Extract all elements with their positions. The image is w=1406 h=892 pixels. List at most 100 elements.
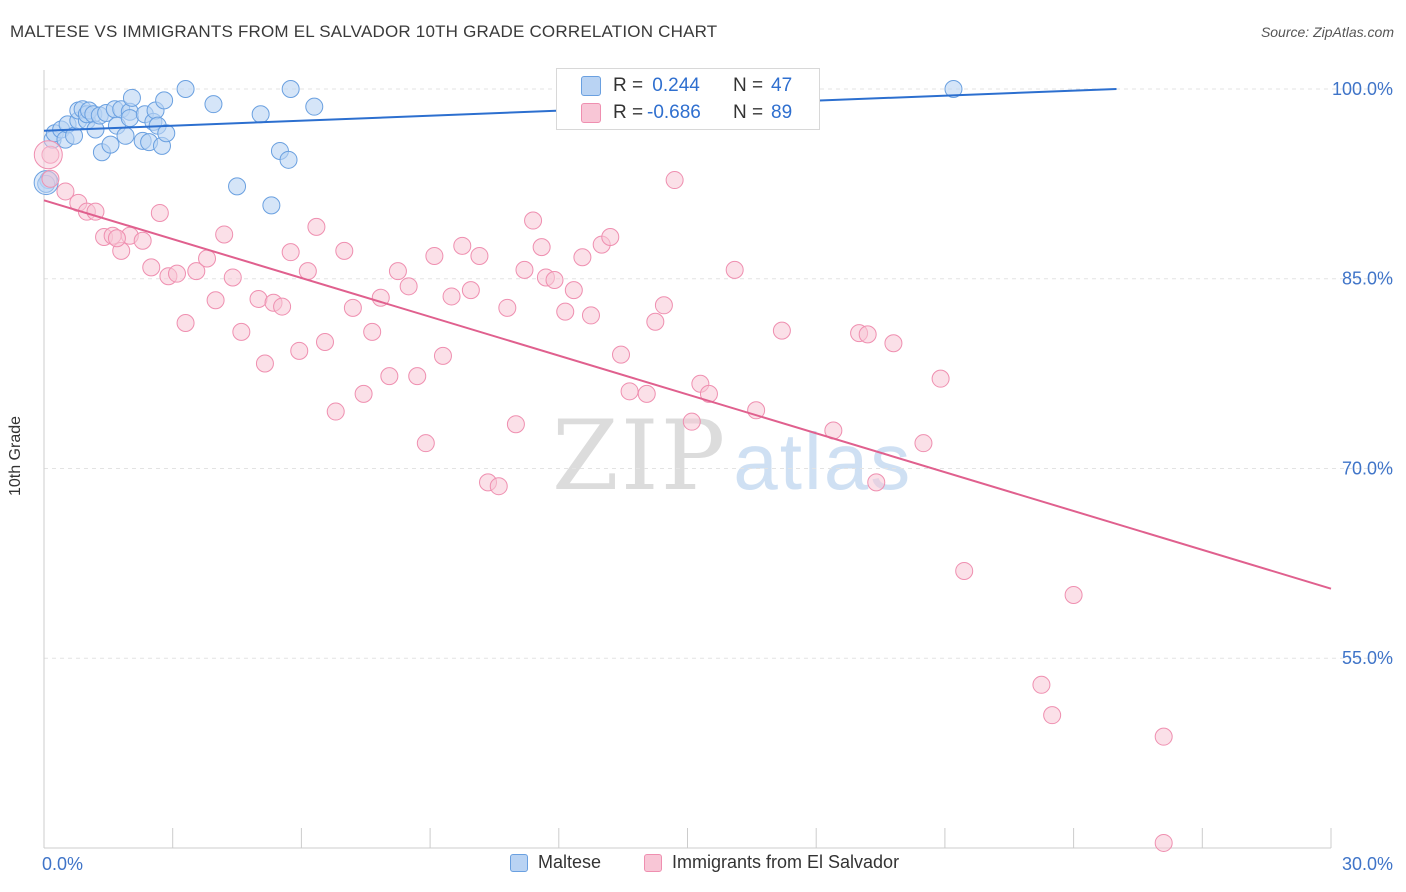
legend-item-maltese[interactable]: Maltese (510, 852, 601, 873)
n-value: 47 (771, 75, 793, 96)
n-label: N = (733, 102, 764, 123)
el-salvador-point (371, 288, 390, 307)
y-tick-label: 55.0% (1342, 648, 1393, 668)
el-salvador-point (442, 287, 461, 306)
el-salvador-point (489, 477, 508, 496)
y-axis-label: 10th Grade (7, 415, 24, 497)
el-salvador-point (388, 262, 407, 281)
el-salvador-point (187, 262, 206, 281)
el-salvador-point (1032, 675, 1051, 694)
el-salvador-point (86, 202, 105, 221)
maltese-point (155, 91, 174, 110)
r-label: R = (613, 102, 644, 123)
r-label: R = (613, 75, 644, 96)
maltese-point (122, 88, 141, 107)
el-salvador-point (326, 402, 345, 421)
bottom-legend: Maltese Immigrants from El Salvador (0, 850, 1406, 878)
el-salvador-point (620, 382, 639, 401)
el-salvador-point (506, 415, 525, 434)
maltese-point (101, 135, 120, 154)
el-salvador-point (150, 203, 169, 222)
el-salvador-point (1154, 727, 1173, 746)
chart-title: MALTESE VS IMMIGRANTS FROM EL SALVADOR 1… (10, 22, 718, 41)
el-salvador-point (1154, 833, 1173, 852)
el-salvador-point (425, 246, 444, 265)
el-salvador-point (249, 289, 268, 308)
maltese-point (204, 95, 223, 114)
maltese-point (281, 79, 300, 98)
el-salvador-point (498, 298, 517, 317)
x-tick-label: 0.0% (42, 854, 83, 874)
el-salvador-point (33, 140, 63, 170)
grid-layer (44, 88, 1392, 659)
el-salvador-point (399, 277, 418, 296)
tick-labels: 100.0% 85.0% 70.0% 55.0% 0.0% 30.0% (42, 79, 1393, 874)
maltese-point (176, 79, 195, 98)
el-salvador-point (41, 145, 60, 164)
y-tick-label: 85.0% (1342, 269, 1393, 289)
maltese-legend-swatch (510, 853, 528, 872)
el-salvador-point (354, 384, 373, 403)
el-salvador-point (914, 434, 933, 453)
r-value: -0.686 (647, 102, 701, 123)
el-salvador-point (461, 281, 480, 300)
el-salvador-point (215, 225, 234, 244)
el-salvador-point (176, 314, 195, 333)
y-tick-label: 70.0% (1342, 458, 1393, 478)
el-salvador-point (56, 182, 75, 201)
el-salvador-point (433, 346, 452, 365)
el-salvador-point (142, 258, 161, 277)
maltese-point (120, 109, 139, 128)
el-salvador-point (343, 298, 362, 317)
el-salvador-point (867, 473, 886, 492)
el-salvador-point (198, 249, 217, 268)
el-salvador-point (884, 334, 903, 353)
x-tick-label: 30.0% (1342, 854, 1393, 874)
el-salvador-point (581, 306, 600, 325)
maltese-point (228, 177, 247, 196)
maltese-point (116, 126, 135, 145)
el-salvador-point (223, 268, 242, 287)
el-salvador-point (290, 341, 309, 360)
el-salvador-point (206, 291, 225, 310)
el-salvador-point (725, 260, 744, 279)
el-salvador-point (524, 211, 543, 230)
el-salvador-point (573, 248, 592, 267)
maltese-swatch (581, 76, 601, 96)
el-salvador-point (564, 281, 583, 300)
el-salvador-point (601, 227, 620, 246)
el-salvador-point (232, 322, 251, 341)
el-salvador-point (772, 321, 791, 340)
el-salvador-point (637, 384, 656, 403)
el-salvador-point (1064, 585, 1083, 604)
el-salvador-point (545, 270, 564, 289)
n-label: N = (733, 75, 764, 96)
el-salvador-point (408, 367, 427, 386)
el-salvador-point (654, 296, 673, 315)
el-salvador-point (1043, 706, 1062, 725)
el-salvador-swatch (581, 103, 601, 123)
el-salvador-point (858, 325, 877, 344)
source-credit: Source: ZipAtlas.com (1260, 24, 1394, 40)
maltese-point (944, 79, 963, 98)
el-salvador-point (167, 264, 186, 283)
el-salvador-trend-line (43, 199, 1332, 590)
legend-item-el-salvador[interactable]: Immigrants from El Salvador (644, 852, 899, 873)
el-salvador-point (335, 241, 354, 260)
el-salvador-point (416, 434, 435, 453)
el-salvador-point (41, 169, 60, 188)
n-value: 89 (771, 102, 793, 123)
el-salvador-point (255, 354, 274, 373)
el-salvador-point (699, 384, 718, 403)
el-salvador-point (380, 367, 399, 386)
r-value: 0.244 (647, 75, 700, 96)
legend-label-maltese: Maltese (538, 852, 602, 872)
el-salvador-legend-swatch (644, 853, 662, 872)
stats-row-maltese: R = 0.244 N = 47 (557, 73, 819, 99)
legend-label-el-salvador: Immigrants from El Salvador (672, 852, 900, 872)
stats-legend: R = 0.244 N = 47 R = -0.686 N = 89 (556, 68, 820, 130)
axis-layer (43, 70, 1332, 849)
el-salvador-point (107, 229, 126, 248)
el-salvador-point (646, 312, 665, 331)
